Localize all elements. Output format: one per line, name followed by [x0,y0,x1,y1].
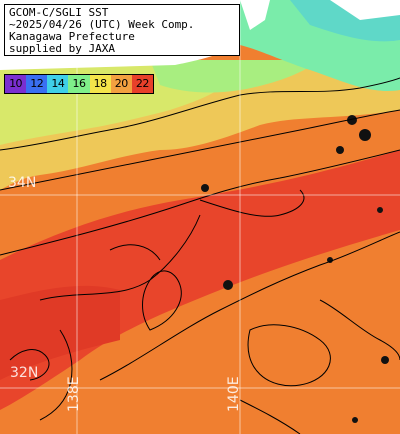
map-title-box: GCOM-C/SGLI SST ~2025/04/26 (UTC) Week C… [4,4,240,56]
legend-item-14: 14 [47,75,69,93]
temperature-legend: 10 12 14 16 18 20 22 [4,74,154,94]
legend-item-10: 10 [5,75,27,93]
legend-item-22: 22 [131,75,153,93]
title-line-1: GCOM-C/SGLI SST [9,6,109,19]
legend-item-12: 12 [26,75,48,93]
title-line-2: ~2025/04/26 (UTC) Week Comp. [9,18,195,31]
title-line-3: Kanagawa Prefecture [9,30,135,43]
legend-item-18: 18 [89,75,111,93]
legend-item-20: 20 [110,75,132,93]
contour-lines [0,77,400,434]
legend-item-16: 16 [68,75,90,93]
title-line-4: supplied by JAXA [9,42,115,55]
